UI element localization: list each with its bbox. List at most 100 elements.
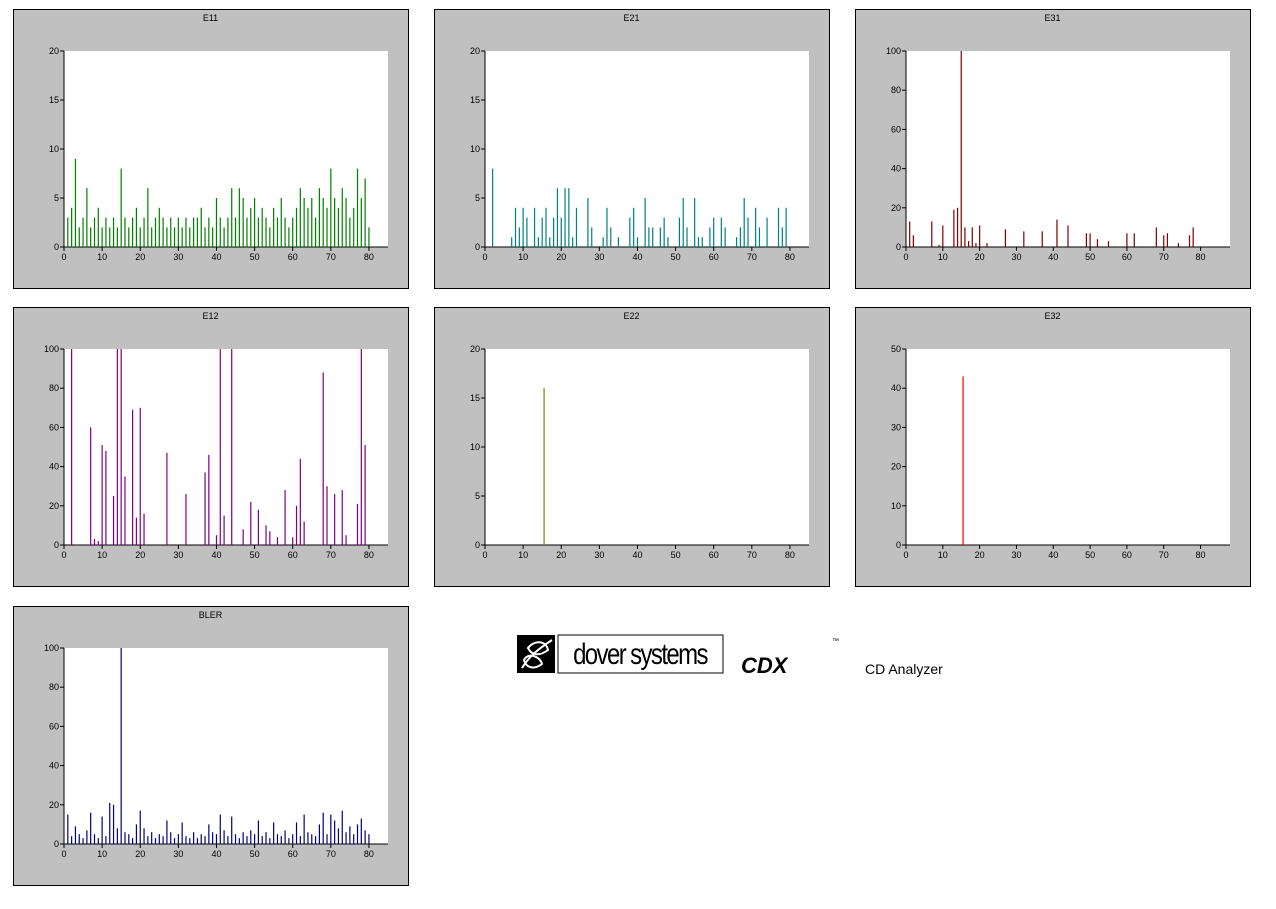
bar	[78, 834, 80, 844]
bar	[572, 237, 574, 247]
bar	[231, 188, 233, 247]
bar	[181, 227, 183, 247]
x-tick-label: 80	[364, 849, 374, 859]
bar	[303, 198, 305, 247]
bar	[1107, 241, 1110, 247]
bar	[139, 810, 141, 844]
bar	[97, 207, 99, 247]
x-tick-label: 40	[211, 849, 221, 859]
x-tick-label: 70	[1159, 550, 1169, 560]
bar	[713, 217, 715, 247]
bar	[82, 838, 84, 844]
bar	[276, 834, 279, 844]
bar	[116, 349, 118, 545]
bar	[93, 217, 96, 247]
y-tick-label: 100	[44, 643, 59, 653]
bar	[526, 217, 528, 247]
bar	[644, 198, 646, 247]
x-tick-label: 20	[135, 252, 145, 262]
bar	[766, 217, 768, 247]
bar	[337, 207, 340, 247]
bar	[617, 237, 620, 247]
bar	[1067, 225, 1069, 247]
bar	[196, 838, 199, 844]
bar	[1041, 231, 1043, 247]
bar	[181, 822, 183, 844]
y-tick-label: 0	[54, 839, 59, 849]
bar	[964, 227, 966, 247]
bar	[219, 814, 221, 844]
bar	[105, 217, 107, 247]
bar	[678, 217, 680, 247]
company-name: dover systems	[573, 636, 708, 670]
x-tick-label: 40	[1048, 252, 1058, 262]
bar	[288, 227, 290, 247]
x-tick-label: 70	[747, 550, 757, 560]
bar	[777, 207, 780, 247]
chart-title: E31	[1044, 13, 1060, 23]
bar	[135, 207, 138, 247]
bar	[953, 209, 955, 247]
bar	[781, 227, 783, 247]
bar	[314, 836, 317, 844]
y-tick-label: 0	[896, 540, 901, 550]
bar	[116, 227, 118, 247]
logo-leaf	[521, 639, 553, 669]
bar	[341, 188, 343, 247]
bar	[82, 217, 84, 247]
bar	[318, 824, 320, 844]
x-tick-label: 50	[671, 550, 681, 560]
bar	[341, 810, 343, 844]
bar	[1004, 229, 1007, 247]
y-tick-label: 20	[891, 203, 901, 213]
bar	[238, 838, 240, 844]
bar	[120, 168, 122, 247]
bar	[120, 648, 122, 844]
bar	[701, 237, 703, 247]
x-tick-label: 60	[709, 550, 719, 560]
bar	[158, 834, 160, 844]
y-tick-label: 5	[475, 491, 480, 501]
bar	[257, 820, 259, 844]
bar	[747, 217, 749, 247]
x-tick-label: 20	[975, 550, 985, 560]
y-tick-label: 80	[891, 85, 901, 95]
x-tick-label: 10	[97, 550, 107, 560]
bar	[112, 804, 115, 844]
bar	[682, 198, 684, 247]
bar	[231, 349, 233, 545]
bar	[74, 826, 77, 844]
bar	[242, 832, 244, 844]
bar	[257, 509, 259, 545]
bar	[560, 217, 562, 247]
bar	[568, 188, 570, 247]
bar	[636, 237, 639, 247]
bar	[189, 227, 191, 247]
bar	[360, 198, 362, 247]
bar	[177, 217, 179, 247]
x-tick-label: 10	[97, 252, 107, 262]
bar	[303, 521, 305, 545]
bar	[67, 217, 69, 247]
bar	[71, 207, 73, 247]
bar	[166, 820, 168, 844]
y-tick-label: 0	[475, 242, 480, 252]
bar	[250, 207, 252, 247]
y-tick-label: 20	[49, 46, 59, 56]
y-tick-label: 100	[44, 344, 59, 354]
bar	[215, 834, 218, 844]
y-tick-label: 20	[49, 501, 59, 511]
bar	[97, 838, 99, 844]
bar	[962, 376, 964, 545]
bar	[785, 207, 787, 247]
x-tick-label: 0	[482, 252, 487, 262]
x-tick-label: 30	[1011, 252, 1021, 262]
bar	[1089, 233, 1091, 247]
bar	[575, 207, 578, 247]
bar	[511, 237, 513, 247]
bar	[337, 828, 340, 844]
bar	[162, 217, 164, 247]
bar	[219, 217, 221, 247]
y-tick-label: 5	[54, 193, 59, 203]
